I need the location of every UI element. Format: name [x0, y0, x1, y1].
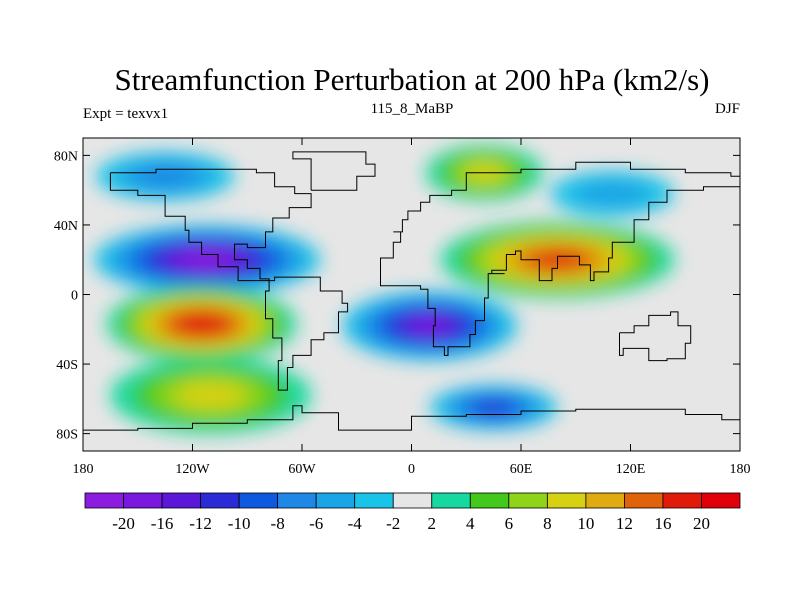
colorbar-label: -6 [309, 514, 323, 533]
right-string: DJF [715, 101, 740, 117]
colorbar-box [238, 492, 279, 509]
y-tick-label: 80N [54, 149, 78, 164]
x-tick-label: 60E [510, 462, 533, 477]
colorbar-box [84, 492, 124, 509]
colorbar-box [123, 492, 163, 509]
contour-band [186, 253, 229, 267]
y-tick-label: 0 [71, 289, 78, 304]
anomaly-5 [110, 357, 312, 434]
colorbar-box [200, 492, 240, 509]
colorbar-label: 8 [543, 514, 552, 533]
coastline-3 [619, 311, 692, 362]
colorbar-label: 6 [505, 514, 514, 533]
chart-title: Streamfunction Perturbation at 200 hPa (… [115, 62, 710, 97]
colorbar-label: 2 [428, 514, 437, 533]
colorbar-box [662, 492, 702, 509]
x-tick-label: 120E [616, 462, 646, 477]
left-string: Expt = texvx1 [83, 106, 168, 122]
colorbar-box [469, 492, 510, 509]
x-tick-label: 0 [408, 462, 415, 477]
colorbar-box [546, 492, 587, 509]
coastline-4 [83, 405, 740, 431]
map-area [83, 138, 740, 451]
x-tick-label: 120W [175, 462, 210, 477]
y-tick-label: 40N [54, 219, 78, 234]
colorbar-box [585, 492, 625, 509]
colorbar-box [431, 492, 471, 509]
anomaly-2 [106, 285, 297, 363]
colorbar-label: -20 [112, 514, 135, 533]
colorbar-box [624, 492, 664, 509]
anomaly-8 [550, 171, 675, 217]
axis-ticks: 180 120W 60W 0 60E 120E 180 80N 40N 0 40S 80S [54, 138, 751, 477]
x-tick-label: 180 [730, 462, 751, 477]
colorbar-label: 16 [654, 514, 671, 533]
coastlines [83, 151, 740, 431]
colorbar-box [701, 492, 741, 509]
contour-band [574, 179, 651, 208]
colorbar-label: 20 [693, 514, 710, 533]
coastline-5 [292, 151, 376, 191]
colorbar-label: -12 [189, 514, 212, 533]
contour-band [175, 382, 246, 409]
colorbar-label: 12 [616, 514, 633, 533]
colorbar-box [277, 492, 317, 509]
y-tick-label: 40S [56, 358, 78, 373]
contour-band [411, 318, 449, 334]
coastline-1 [265, 276, 349, 391]
anomaly-3 [342, 291, 518, 361]
colorbar-box [315, 492, 356, 509]
colorbar-label: -8 [271, 514, 285, 533]
center-string: 115_8_MaBP [371, 101, 454, 117]
y-tick-label: 80S [56, 428, 78, 443]
colorbar-label: -10 [228, 514, 251, 533]
colorbar-box [508, 492, 548, 509]
colorbar-label: -16 [151, 514, 174, 533]
contour-band [475, 401, 512, 414]
colorbar-box [392, 492, 433, 509]
colorbar-box [161, 492, 201, 509]
x-tick-label: 60W [288, 462, 316, 477]
contour-fills [93, 144, 675, 434]
contour-band [183, 316, 220, 332]
x-tick-label: 180 [73, 462, 94, 477]
colorbar-label: -2 [386, 514, 400, 533]
colorbar-label: 4 [466, 514, 475, 533]
coastline-2 [380, 161, 740, 356]
colorbar-box [354, 492, 394, 509]
colorbar-label: 10 [577, 514, 594, 533]
anomaly-4 [429, 384, 558, 431]
coastline-0 [109, 168, 312, 282]
colorbar: -20 -16 -12 -10 -8 -6 -4 -2 2 4 6 8 10 12 16 20 [84, 492, 741, 533]
anomaly-0 [93, 224, 321, 295]
contour-band [134, 165, 196, 188]
colorbar-label: -4 [348, 514, 363, 533]
anomaly-7 [95, 151, 235, 201]
